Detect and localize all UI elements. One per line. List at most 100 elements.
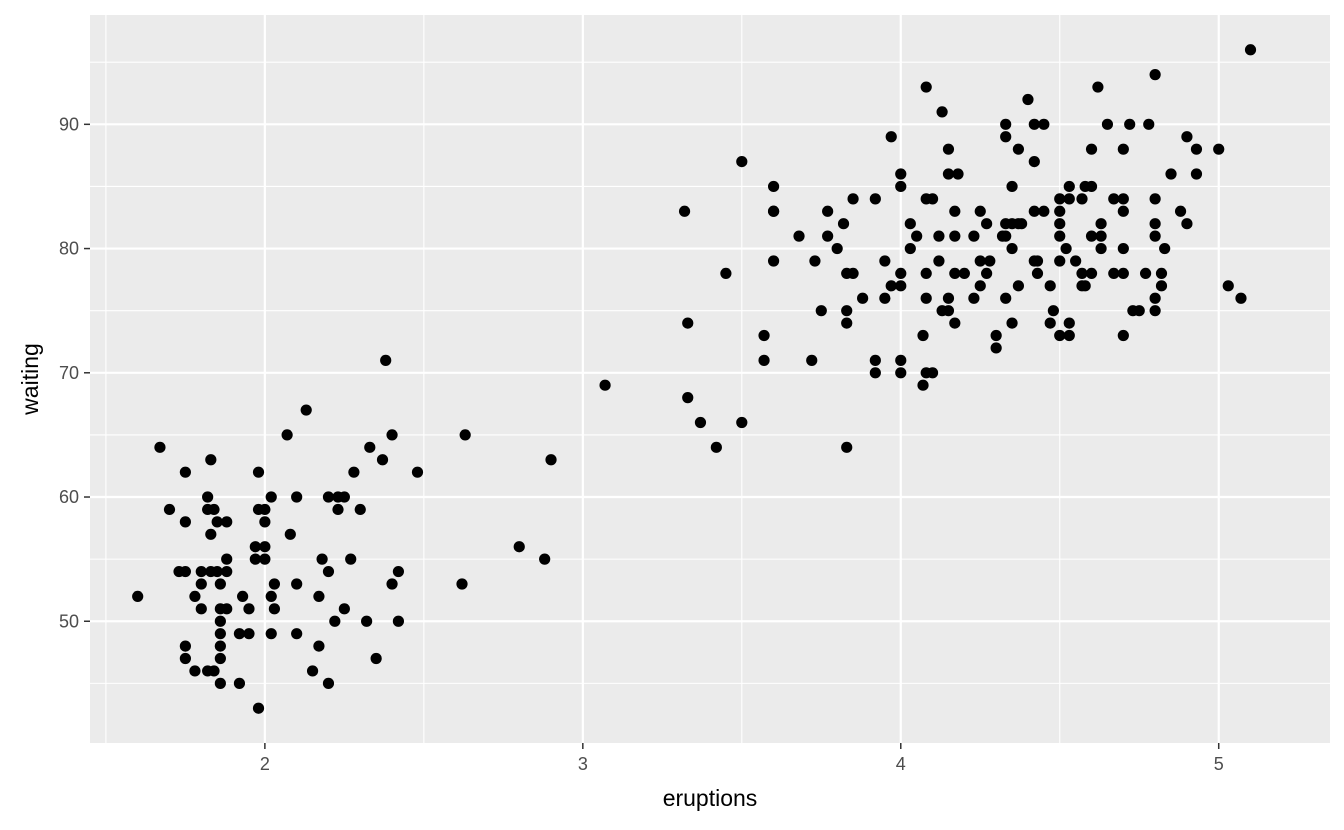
data-point xyxy=(1181,218,1193,230)
data-point xyxy=(1155,280,1168,292)
data-point xyxy=(189,665,201,677)
data-point xyxy=(879,255,891,267)
data-point xyxy=(1038,118,1050,130)
data-point xyxy=(237,590,249,603)
data-point xyxy=(1044,317,1056,329)
data-point xyxy=(306,665,319,677)
data-point xyxy=(1095,242,1107,255)
data-point xyxy=(354,503,366,516)
data-point xyxy=(1028,205,1040,217)
y-tick-label: 90 xyxy=(59,114,79,134)
data-point xyxy=(1012,143,1025,155)
data-point xyxy=(313,590,325,603)
data-point xyxy=(338,603,350,615)
data-point xyxy=(1213,143,1225,155)
data-point xyxy=(981,267,993,280)
data-point xyxy=(1235,292,1247,304)
data-point xyxy=(1006,180,1018,193)
data-point xyxy=(809,255,821,267)
data-point xyxy=(179,565,191,578)
data-point xyxy=(767,180,780,193)
data-point xyxy=(459,429,471,441)
data-point xyxy=(539,553,551,565)
data-point xyxy=(1149,292,1161,304)
data-point xyxy=(332,503,344,516)
y-axis: 50 60 70 80 90 xyxy=(59,114,90,631)
data-point xyxy=(1031,255,1044,267)
data-point xyxy=(291,491,303,503)
data-point xyxy=(221,516,233,528)
y-tick-label: 80 xyxy=(59,239,79,259)
data-point xyxy=(1006,242,1018,255)
data-point xyxy=(949,230,961,242)
data-point xyxy=(322,491,335,503)
data-point xyxy=(1054,255,1066,267)
data-point xyxy=(179,640,191,652)
data-point xyxy=(942,143,955,155)
data-point xyxy=(847,267,859,280)
data-point xyxy=(1181,131,1193,143)
data-point xyxy=(211,516,223,528)
data-point xyxy=(163,503,176,516)
data-point xyxy=(990,342,1002,354)
data-point xyxy=(942,292,955,304)
data-point xyxy=(869,193,881,205)
data-point xyxy=(205,528,217,540)
data-point xyxy=(265,628,277,640)
x-tick-label: 5 xyxy=(1214,754,1224,774)
data-point xyxy=(259,516,271,528)
data-point xyxy=(885,131,897,143)
data-point xyxy=(841,317,853,329)
data-point xyxy=(154,441,166,453)
data-point xyxy=(920,81,932,93)
data-point xyxy=(1095,230,1107,242)
data-point xyxy=(243,628,255,640)
data-point xyxy=(233,628,246,640)
data-points xyxy=(132,44,1257,714)
data-point xyxy=(1063,329,1075,342)
data-point xyxy=(1006,317,1018,329)
data-point xyxy=(1174,205,1187,217)
data-point xyxy=(857,292,869,304)
data-point xyxy=(710,441,722,453)
data-point xyxy=(179,466,191,478)
data-point xyxy=(720,267,732,280)
data-point xyxy=(933,230,945,242)
data-point xyxy=(348,466,360,478)
data-point xyxy=(364,441,376,453)
data-point xyxy=(1063,193,1075,205)
data-point xyxy=(1117,329,1129,342)
data-point xyxy=(984,255,996,267)
data-point xyxy=(1117,242,1129,255)
data-point xyxy=(949,317,961,329)
data-point xyxy=(1070,255,1082,267)
data-point xyxy=(329,615,341,627)
data-point xyxy=(847,193,859,205)
data-point xyxy=(322,677,335,689)
data-point xyxy=(268,578,281,590)
data-point xyxy=(386,429,398,441)
data-point xyxy=(361,615,373,627)
data-point xyxy=(841,305,853,317)
data-point xyxy=(974,205,986,217)
data-point xyxy=(179,652,191,665)
data-point xyxy=(1085,267,1098,280)
data-point xyxy=(179,516,191,528)
data-point xyxy=(895,354,907,366)
data-point xyxy=(1222,280,1234,292)
data-point xyxy=(758,354,770,366)
data-point xyxy=(736,155,748,168)
data-point xyxy=(1044,280,1056,292)
data-point xyxy=(958,267,970,280)
data-point xyxy=(831,242,843,255)
data-point xyxy=(214,615,226,627)
x-tick-label: 2 xyxy=(260,754,270,774)
data-point xyxy=(599,379,611,391)
data-point xyxy=(189,590,201,603)
data-point xyxy=(895,367,907,379)
data-point xyxy=(806,354,818,366)
data-point xyxy=(1028,118,1040,130)
data-point xyxy=(1149,193,1161,205)
data-point xyxy=(291,628,303,640)
data-point xyxy=(678,205,691,217)
